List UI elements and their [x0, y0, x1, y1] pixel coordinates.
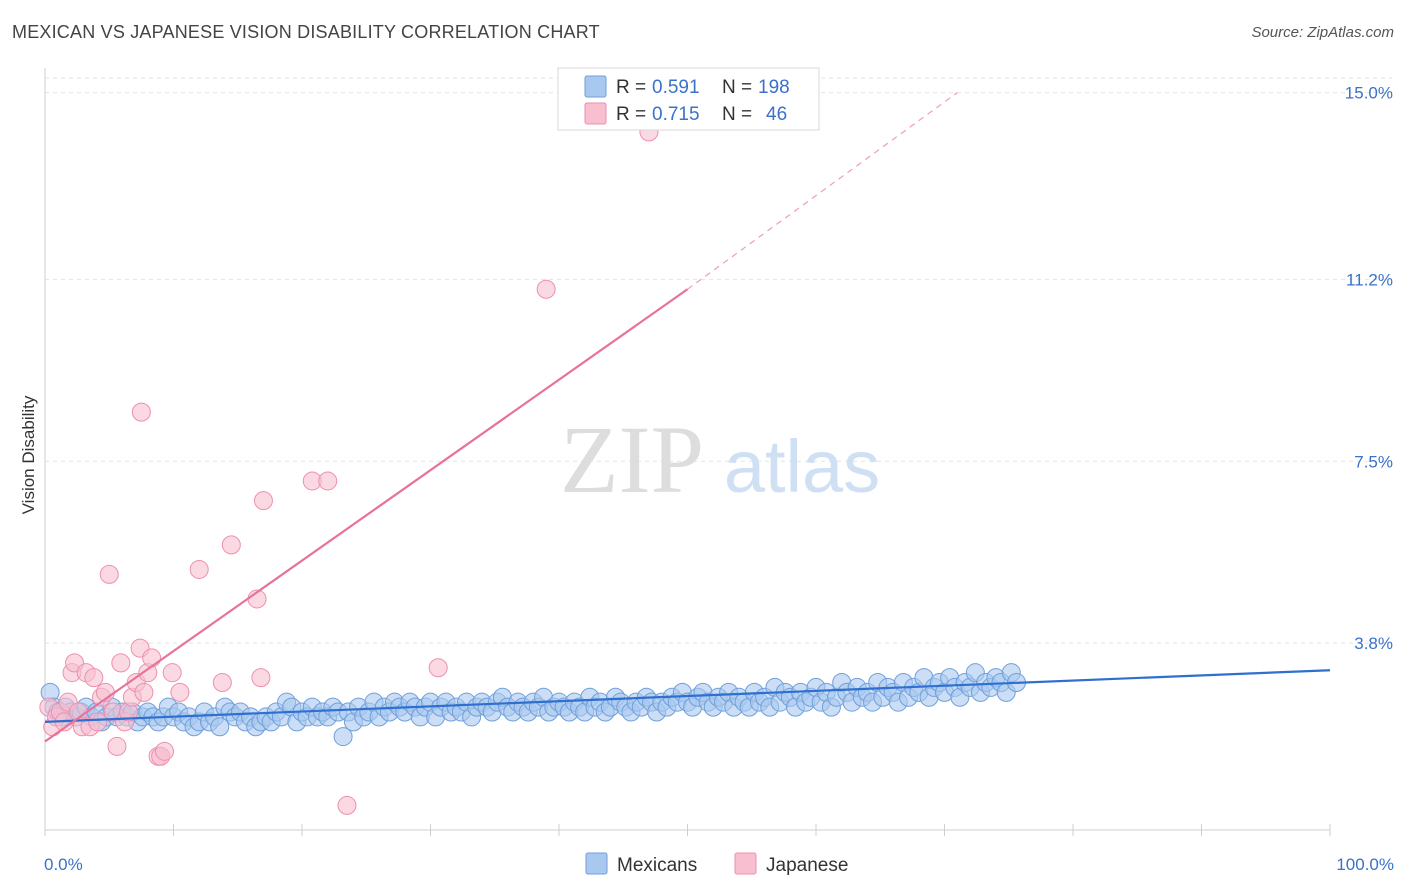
legend-r-label-japanese: R = — [616, 104, 646, 125]
x-tick-marks — [44, 824, 1331, 836]
japanese-trend-line — [44, 288, 689, 743]
japanese-point — [84, 668, 104, 688]
legend-n-value-japanese: 46 — [766, 104, 787, 125]
legend-swatch-japanese — [584, 102, 607, 125]
series-legend-swatch-japanese — [734, 852, 757, 875]
japanese-point — [88, 712, 108, 732]
japanese-point — [221, 535, 241, 555]
y-tick-label: 15.0% — [1345, 84, 1393, 103]
mexicans-points — [40, 663, 1026, 747]
japanese-point — [253, 491, 273, 511]
chart-title: MEXICAN VS JAPANESE VISION DISABILITY CO… — [12, 22, 600, 42]
series-legend-label-mexicans: Mexicans — [617, 855, 697, 876]
trend-lines — [44, 92, 1331, 743]
mexicans-point — [210, 717, 230, 737]
series-legend: Mexicans Japanese — [585, 852, 848, 876]
legend-n-value-mexicans: 198 — [758, 77, 790, 98]
x-tick-label-max: 100.0% — [1336, 855, 1394, 874]
y-tick-label: 7.5% — [1354, 452, 1393, 471]
japanese-point — [99, 564, 119, 584]
legend-r-value-japanese: 0.715 — [652, 104, 700, 125]
japanese-point — [155, 741, 175, 761]
japanese-point — [189, 559, 209, 579]
legend-n-label-mexicans: N = — [722, 77, 752, 98]
watermark-zip: ZIP — [560, 406, 704, 513]
legend-r-value-mexicans: 0.591 — [652, 77, 700, 98]
source-label: Source: ZipAtlas.com — [1251, 24, 1394, 41]
japanese-point — [162, 663, 182, 683]
watermark-atlas: atlas — [724, 425, 880, 508]
japanese-point — [428, 658, 448, 678]
series-legend-swatch-mexicans — [585, 852, 608, 875]
x-tick-label-min: 0.0% — [44, 855, 83, 874]
japanese-point — [536, 279, 556, 299]
japanese-point — [318, 471, 338, 491]
legend-swatch-mexicans — [584, 75, 607, 98]
y-axis-title: Vision Disability — [19, 395, 38, 514]
stats-legend: R = 0.591 N = 198 R = 0.715 N = 46 — [557, 67, 820, 131]
japanese-trend-extension — [687, 92, 958, 290]
japanese-point — [170, 682, 190, 702]
japanese-point — [131, 402, 151, 422]
japanese-point — [107, 736, 127, 756]
legend-n-label-japanese: N = — [722, 104, 752, 125]
y-tick-labels: 3.8% 7.5% 11.2% 15.0% — [1345, 84, 1393, 654]
y-tick-label: 11.2% — [1346, 270, 1393, 289]
series-legend-label-japanese: Japanese — [766, 855, 848, 876]
japanese-point — [134, 682, 154, 702]
watermark: ZIP atlas — [560, 406, 880, 513]
japanese-point — [212, 673, 232, 693]
japanese-point — [142, 648, 162, 668]
japanese-point — [251, 668, 271, 688]
mexicans-point — [333, 727, 353, 747]
mexicans-trend-line — [44, 669, 1331, 723]
japanese-point — [111, 653, 131, 673]
japanese-points — [39, 122, 659, 815]
y-tick-label: 3.8% — [1354, 634, 1393, 653]
legend-r-label-mexicans: R = — [616, 77, 646, 98]
japanese-point — [337, 795, 357, 815]
grid-lines — [45, 77, 1392, 644]
